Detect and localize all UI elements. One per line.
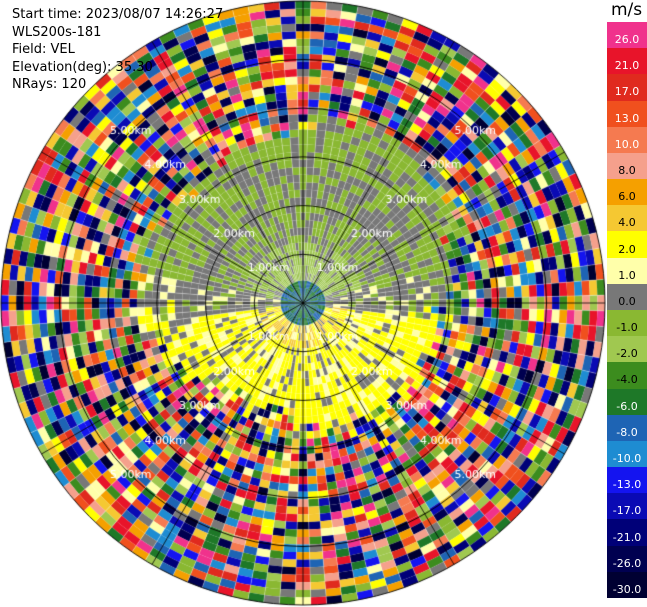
colorbar-swatch: [607, 571, 647, 599]
instrument-text: WLS200s-181: [12, 24, 102, 40]
colorbar-swatch: [607, 22, 647, 49]
colorbar-tick-label: 17.0: [614, 85, 640, 99]
colorbar-swatch: [607, 152, 647, 180]
colorbar-tick-label: -6.0: [616, 399, 638, 413]
elevation-text: Elevation(deg): 35.30: [12, 59, 153, 75]
colorbar-unit: m/s: [611, 0, 643, 20]
colorbar-swatch: [607, 545, 647, 573]
colorbar-swatch: [607, 231, 647, 259]
colorbar-tick-label: -13.0: [612, 478, 642, 492]
colorbar-tick-label: 10.0: [614, 137, 640, 151]
colorbar-swatch: [607, 519, 647, 547]
field-text: Field: VEL: [12, 42, 75, 58]
colorbar-tick-label: -10.0: [612, 452, 642, 465]
ppi-velocity-plot: [0, 0, 607, 607]
colorbar-tick-label: -21.0: [612, 530, 642, 544]
colorbar-tick-label: 6.0: [618, 190, 636, 204]
colorbar-tick-label: 2.0: [618, 242, 636, 256]
colorbar-swatch: [607, 414, 647, 442]
start-time-text: Start time: 2023/08/07 14:26:27: [12, 7, 224, 22]
colorbar-swatch: [607, 362, 647, 390]
colorbar-swatch: [607, 74, 647, 102]
colorbar-tick-label: -1.0: [616, 321, 638, 335]
colorbar-tick-label: 21.0: [614, 59, 640, 73]
colorbar-swatch: [607, 283, 647, 311]
colorbar-swatch: [607, 100, 647, 128]
colorbar-tick-label: 1.0: [618, 268, 636, 282]
info-panel: Start time: 2023/08/07 14:26:27 WLS200s-…: [12, 6, 223, 94]
colorbar-tick-label: 0.0: [618, 294, 636, 308]
colorbar-swatch: [607, 205, 647, 232]
colorbar-tick-label: -26.0: [612, 556, 642, 570]
colorbar-swatch: [607, 48, 647, 75]
nrays-text: NRays: 120: [12, 77, 87, 93]
colorbar-swatch: [607, 440, 647, 468]
colorbar-swatch: [607, 388, 647, 416]
colorbar-tick-label: 13.0: [614, 111, 640, 125]
colorbar-swatch: [607, 126, 647, 154]
colorbar-tick-label: 8.0: [618, 164, 636, 177]
colorbar-swatch: [607, 179, 647, 206]
colorbar: 26.0 21.0 17.0 13.0 10.0 8.0 6.0 4.0 2.0 1.0 0.0 -1…: [607, 22, 647, 599]
colorbar-swatch: [607, 467, 647, 494]
colorbar-tick-label: -4.0: [616, 373, 638, 387]
colorbar-tick-label: -17.0: [612, 504, 642, 518]
colorbar-swatch: [607, 257, 647, 285]
colorbar-tick-label: 26.0: [614, 33, 640, 47]
colorbar-tick-label: -2.0: [616, 347, 638, 361]
colorbar-swatch: [607, 493, 647, 520]
colorbar-swatch: [607, 336, 647, 363]
colorbar-tick-label: -8.0: [616, 425, 638, 439]
colorbar-tick-label: -30.0: [612, 582, 642, 596]
colorbar-tick-label: 4.0: [618, 216, 636, 230]
colorbar-swatch: [607, 310, 647, 337]
